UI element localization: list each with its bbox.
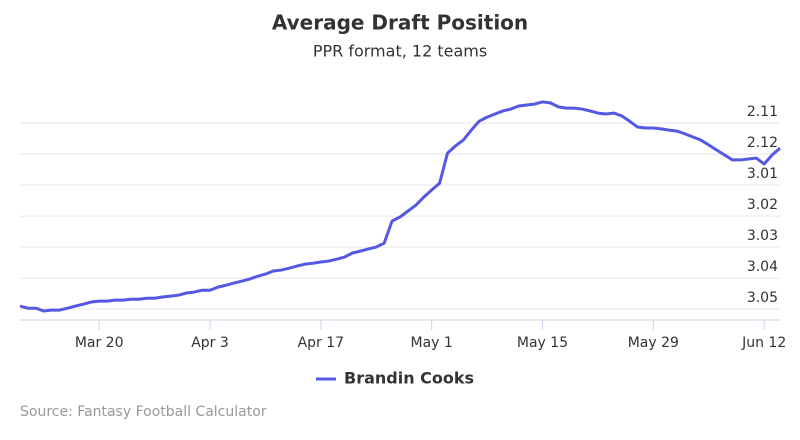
y-tick-label: 3.01 bbox=[747, 166, 778, 182]
chart-title: Average Draft Position bbox=[272, 11, 528, 35]
x-tick-label: Jun 12 bbox=[741, 335, 786, 351]
x-tick-label: Mar 20 bbox=[75, 335, 124, 351]
y-tick-label: 2.12 bbox=[747, 135, 778, 151]
x-tick-label: Apr 17 bbox=[298, 335, 344, 351]
chart-subtitle: PPR format, 12 teams bbox=[313, 42, 487, 61]
x-tick-label: Apr 3 bbox=[191, 335, 229, 351]
y-tick-label: 3.05 bbox=[747, 290, 778, 306]
y-tick-label: 3.03 bbox=[747, 228, 778, 244]
x-tick-label: May 29 bbox=[628, 335, 679, 351]
y-tick-label: 2.11 bbox=[747, 104, 778, 120]
y-tick-label: 3.04 bbox=[747, 259, 778, 275]
x-tick-label: May 15 bbox=[517, 335, 568, 351]
source-note: Source: Fantasy Football Calculator bbox=[20, 404, 267, 420]
x-tick-label: May 1 bbox=[411, 335, 453, 351]
y-tick-label: 3.02 bbox=[747, 197, 778, 213]
data-line bbox=[19, 100, 781, 313]
legend-label: Brandin Cooks bbox=[344, 369, 474, 388]
